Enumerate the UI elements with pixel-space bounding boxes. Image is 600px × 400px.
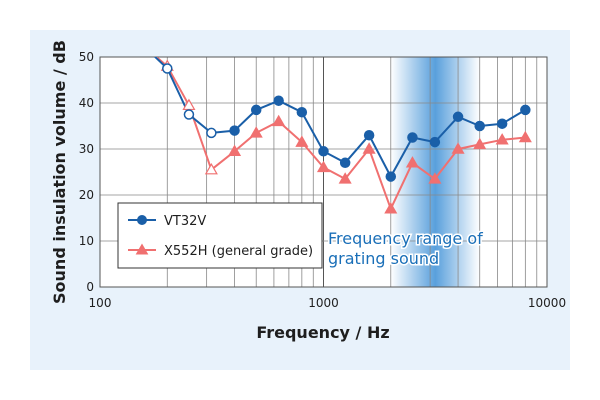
plot-frame: [99, 56, 548, 288]
data-point-circle: [229, 125, 240, 136]
y-tick-label: 30: [79, 142, 94, 156]
x-tick-label: 1000: [308, 296, 339, 310]
series-layer: [140, 42, 532, 214]
legend-marker-circle: [137, 215, 147, 225]
data-point-triangle: [362, 142, 376, 154]
x-axis-title: Frequency / Hz: [256, 323, 389, 342]
data-point-triangle: [140, 42, 151, 52]
data-point-triangle: [451, 142, 465, 154]
data-point-circle: [339, 157, 351, 169]
data-point-circle: [520, 104, 531, 116]
data-point-triangle: [338, 172, 352, 184]
y-tick-label: 0: [86, 280, 94, 294]
annotation-line-1: Frequency range of: [328, 229, 483, 248]
data-point-circle: [250, 104, 262, 116]
data-point-circle: [385, 171, 397, 182]
legend: VT32V X552H (general grade): [117, 202, 323, 269]
data-point-triangle: [405, 156, 419, 168]
data-point-triangle: [204, 162, 218, 175]
y-axis-title: Sound insulation volume / dB: [50, 40, 69, 304]
data-point-circle: [273, 95, 284, 106]
y-tick-label: 10: [79, 234, 94, 248]
annotation-line-2: grating sound: [328, 249, 439, 268]
data-point-triangle: [272, 114, 286, 127]
data-point-circle: [162, 63, 173, 74]
y-tick-label: 50: [79, 50, 94, 64]
legend-box: [117, 202, 323, 269]
legend-label-vt32v: VT32V: [164, 214, 206, 229]
grating-sound-band: [390, 57, 480, 287]
data-point-triangle: [316, 160, 331, 173]
data-point-triangle: [249, 126, 263, 138]
data-point-circle: [496, 118, 508, 129]
data-point-triangle: [495, 133, 509, 145]
data-point-circle: [183, 109, 195, 120]
annotation: Frequency range of grating sound: [327, 228, 485, 270]
data-point-circle: [407, 132, 418, 143]
data-point-circle: [474, 120, 485, 132]
data-point-triangle: [518, 130, 532, 143]
data-point-triangle: [473, 137, 487, 150]
y-tick-label: 40: [79, 96, 94, 110]
data-point-circle: [363, 129, 375, 141]
sound-insulation-chart: 0 10 20 30 40 50 100 1000 10000 VT32V X552H (ge…: [50, 40, 567, 342]
data-point-circle: [429, 136, 441, 148]
chart-card: 0 10 20 30 40 50 100 1000 10000 VT32V X552H (ge…: [30, 30, 570, 370]
legend-marker-triangle: [135, 243, 149, 255]
data-point-circle: [318, 146, 329, 157]
x-axis-ticks: 100 1000 10000: [89, 296, 567, 310]
y-axis-ticks: 0 10 20 30 40 50: [79, 50, 94, 294]
x-tick-label: 10000: [528, 296, 566, 310]
data-point-circle: [296, 106, 308, 118]
series-line-1: [154, 57, 526, 210]
legend-label-x552h: X552H (general grade): [164, 244, 313, 259]
data-point-triangle: [228, 144, 242, 157]
x-tick-label: 100: [89, 296, 112, 310]
data-point-triangle: [384, 202, 398, 214]
data-point-triangle: [428, 172, 442, 184]
data-point-circle: [206, 127, 217, 139]
data-point-circle: [452, 111, 464, 123]
y-tick-label: 20: [79, 188, 94, 202]
data-point-circle: [141, 43, 150, 52]
data-point-triangle: [295, 135, 309, 147]
